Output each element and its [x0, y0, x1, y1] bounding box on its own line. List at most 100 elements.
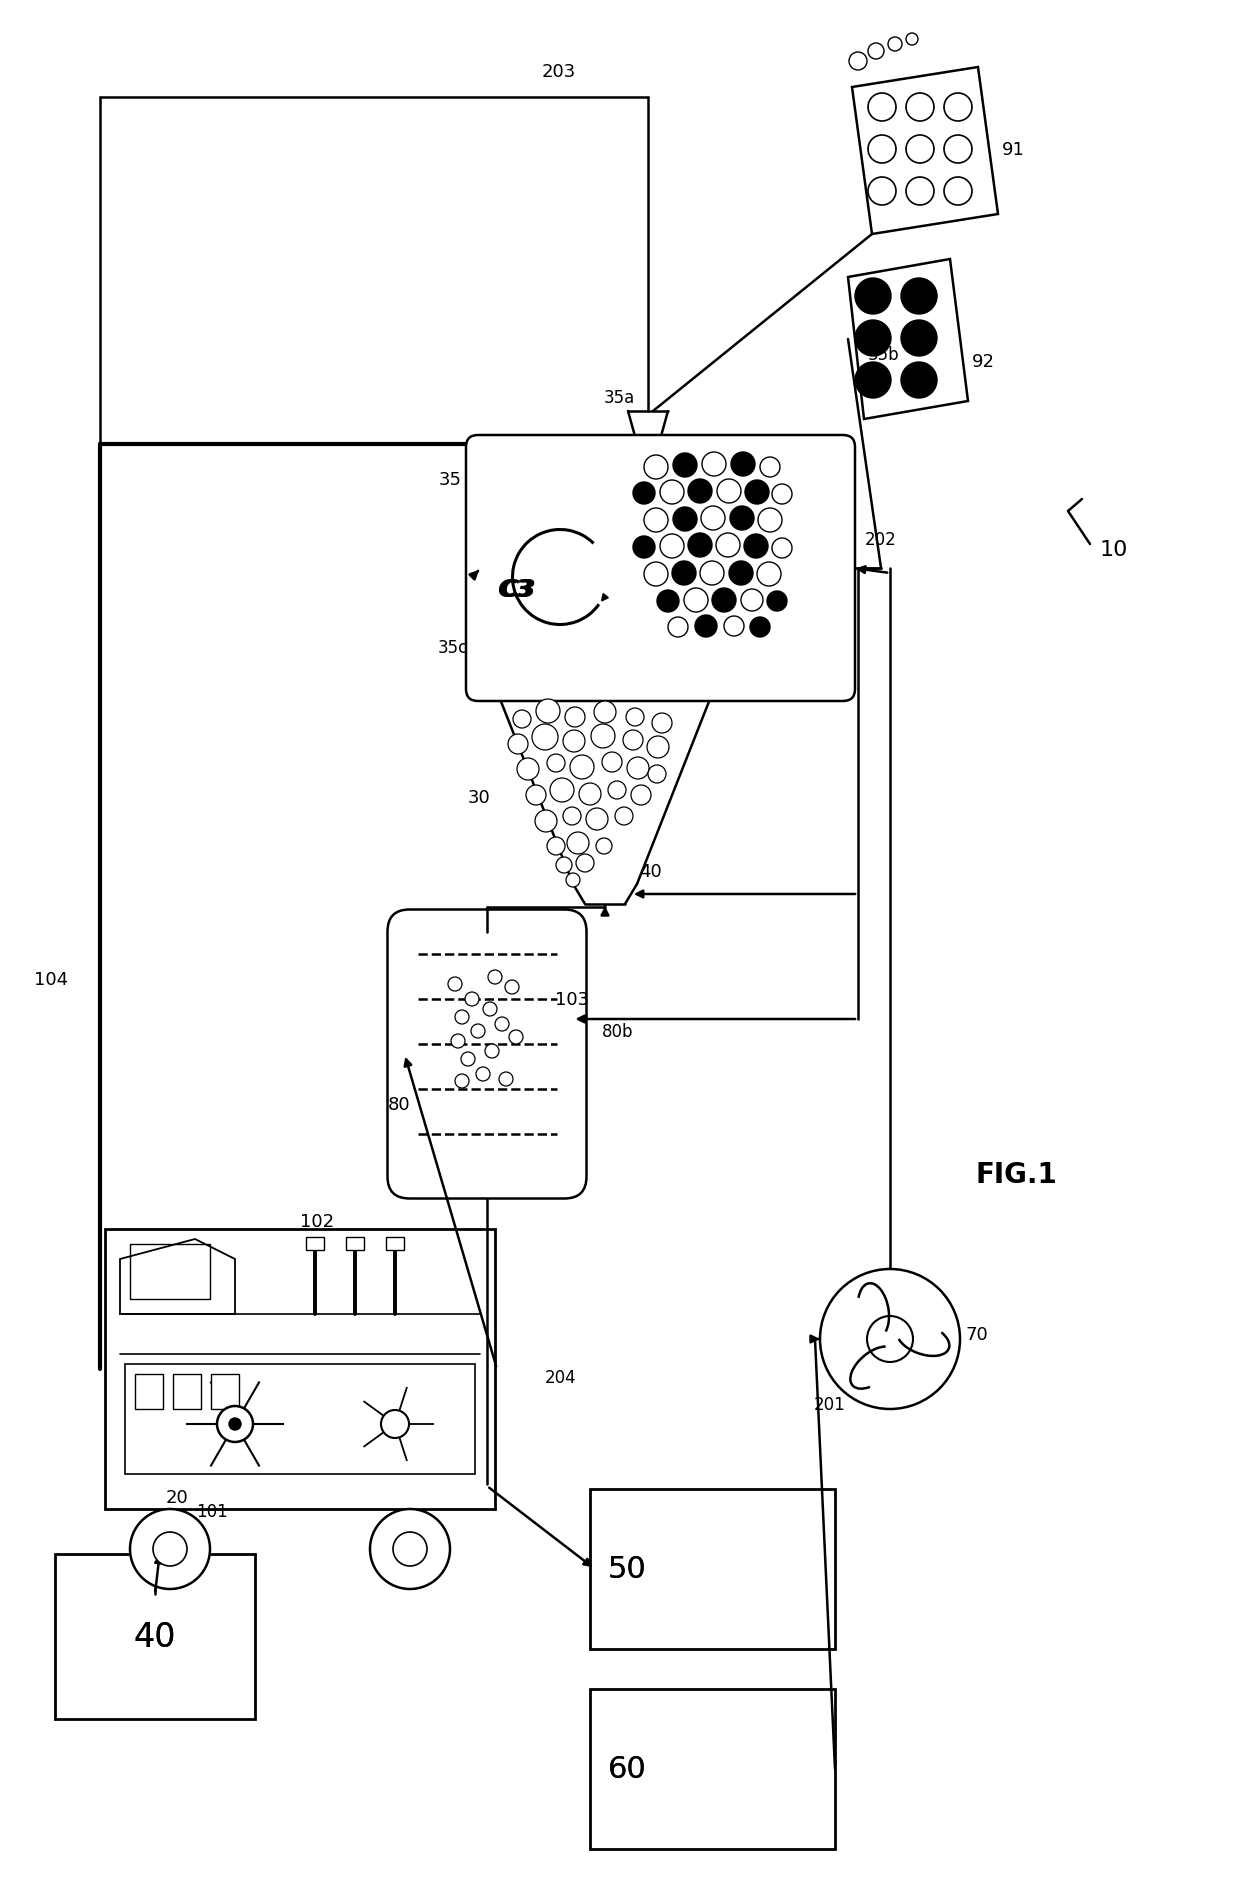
Circle shape: [750, 618, 770, 638]
Circle shape: [547, 754, 565, 773]
Text: 40: 40: [134, 1621, 176, 1653]
Circle shape: [906, 34, 918, 45]
Circle shape: [631, 786, 651, 805]
Circle shape: [868, 136, 897, 164]
Circle shape: [370, 1509, 450, 1589]
Circle shape: [644, 455, 668, 480]
Circle shape: [644, 563, 668, 587]
Circle shape: [508, 1031, 523, 1045]
Circle shape: [465, 992, 479, 1007]
Text: 35a: 35a: [604, 389, 635, 406]
Circle shape: [229, 1419, 241, 1430]
Circle shape: [657, 591, 680, 612]
Circle shape: [577, 854, 594, 873]
Text: 35c: 35c: [438, 638, 467, 657]
Text: C3: C3: [497, 578, 533, 603]
Circle shape: [906, 94, 934, 123]
Circle shape: [489, 971, 502, 984]
Circle shape: [505, 980, 520, 994]
Circle shape: [217, 1405, 253, 1441]
Text: 80: 80: [387, 1096, 410, 1113]
Text: 50: 50: [608, 1555, 647, 1583]
Circle shape: [563, 808, 582, 825]
Circle shape: [944, 136, 972, 164]
Circle shape: [901, 363, 937, 399]
Text: 80b: 80b: [601, 1022, 634, 1041]
Circle shape: [587, 808, 608, 831]
Text: 40: 40: [134, 1621, 176, 1653]
Circle shape: [944, 178, 972, 206]
Bar: [135, 1375, 162, 1409]
Bar: [306, 1237, 324, 1251]
Circle shape: [652, 714, 672, 733]
Circle shape: [701, 561, 724, 586]
Circle shape: [715, 535, 740, 557]
Circle shape: [906, 178, 934, 206]
Text: 20: 20: [165, 1489, 188, 1506]
Circle shape: [888, 38, 901, 53]
Circle shape: [729, 561, 753, 586]
Bar: [346, 1237, 365, 1251]
Circle shape: [760, 457, 780, 478]
Circle shape: [451, 1035, 465, 1048]
Circle shape: [551, 778, 574, 803]
Circle shape: [513, 710, 531, 729]
Text: 92: 92: [972, 353, 994, 370]
Circle shape: [547, 837, 565, 856]
Text: 35: 35: [439, 470, 463, 489]
Text: 60: 60: [608, 1755, 647, 1783]
Circle shape: [717, 480, 742, 504]
Circle shape: [744, 535, 768, 559]
Circle shape: [644, 508, 668, 533]
Text: 91: 91: [1002, 142, 1025, 159]
Circle shape: [856, 363, 892, 399]
Text: 50: 50: [608, 1555, 647, 1583]
Text: 103: 103: [556, 990, 589, 1009]
Circle shape: [702, 453, 725, 476]
Circle shape: [567, 833, 589, 854]
Circle shape: [868, 94, 897, 123]
Circle shape: [868, 43, 884, 60]
Text: 202: 202: [866, 531, 897, 548]
Circle shape: [773, 485, 792, 504]
Circle shape: [579, 784, 601, 805]
Circle shape: [758, 508, 782, 533]
Bar: [130, 1245, 210, 1300]
Text: 201: 201: [813, 1396, 844, 1413]
Circle shape: [901, 321, 937, 357]
Bar: [211, 1375, 239, 1409]
Circle shape: [563, 731, 585, 752]
Circle shape: [627, 757, 649, 780]
Text: 40: 40: [639, 863, 661, 880]
Circle shape: [745, 480, 769, 504]
Bar: [386, 1237, 404, 1251]
Circle shape: [536, 699, 560, 723]
Circle shape: [601, 752, 622, 773]
Circle shape: [742, 589, 763, 612]
Circle shape: [768, 591, 787, 612]
Circle shape: [701, 506, 725, 531]
Circle shape: [498, 1073, 513, 1086]
Text: 30: 30: [467, 788, 490, 807]
Circle shape: [565, 708, 585, 727]
Circle shape: [471, 1024, 485, 1039]
Circle shape: [849, 53, 867, 72]
Circle shape: [622, 731, 644, 750]
Circle shape: [649, 765, 666, 784]
Circle shape: [556, 858, 572, 873]
Circle shape: [632, 484, 655, 504]
Circle shape: [532, 725, 558, 750]
Bar: [590, 1489, 835, 1649]
Circle shape: [732, 453, 755, 476]
Circle shape: [615, 808, 632, 825]
Circle shape: [153, 1532, 187, 1566]
Circle shape: [508, 735, 528, 754]
Circle shape: [448, 977, 463, 992]
Circle shape: [476, 1067, 490, 1081]
Circle shape: [688, 480, 712, 504]
Circle shape: [608, 782, 626, 799]
Circle shape: [820, 1269, 960, 1409]
FancyBboxPatch shape: [388, 910, 587, 1200]
Text: FIG.1: FIG.1: [975, 1160, 1056, 1188]
Bar: [125, 1364, 475, 1473]
